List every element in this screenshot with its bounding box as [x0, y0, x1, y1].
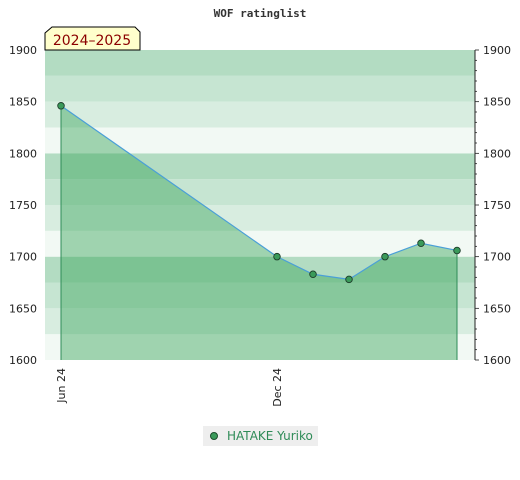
y-tick-label-left: 1600 [9, 354, 37, 367]
y-tick-label-right: 1650 [483, 302, 511, 315]
y-tick-label-right: 1800 [483, 147, 511, 160]
grid-band [45, 230, 475, 257]
legend-label: HATAKE Yuriko [227, 429, 313, 443]
y-tick-label-right: 1900 [483, 44, 511, 57]
x-axis: Jun 24 Dec 24 [55, 368, 284, 407]
y-axis-right: 1600 1650 1700 1750 1800 1850 1900 [474, 44, 511, 367]
x-tick-label: Dec 24 [271, 368, 284, 407]
y-tick-label-left: 1750 [9, 199, 37, 212]
data-point [381, 252, 389, 261]
period-badge: 2024–2025 [44, 26, 141, 51]
data-point [309, 270, 317, 278]
y-tick-label-left: 1850 [9, 96, 37, 109]
data-point [417, 239, 425, 247]
y-axis-left: 1600 1650 1700 1750 1800 1850 1900 [9, 44, 37, 367]
y-tick-label-left: 1700 [9, 251, 37, 264]
y-tick-label-left: 1900 [9, 44, 37, 57]
legend: HATAKE Yuriko [203, 426, 318, 446]
marker-layer [57, 102, 461, 284]
grid-band [45, 101, 475, 128]
grid-band [45, 205, 475, 231]
background-bands [45, 50, 475, 360]
period-badge-text: 2024–2025 [53, 33, 131, 49]
grid-band [45, 127, 475, 154]
series-area [61, 105, 457, 360]
grid-band [45, 334, 475, 360]
grid-band [45, 153, 475, 180]
grid-band [45, 50, 475, 76]
grid-band [45, 256, 475, 283]
chart-title: WOF ratinglist [214, 7, 307, 20]
y-tick-label-left: 1800 [9, 147, 37, 160]
grid-band [45, 282, 475, 309]
legend-marker [210, 432, 218, 440]
y-tick-label-right: 1850 [483, 96, 511, 109]
data-point [453, 246, 461, 255]
data-point [273, 252, 281, 261]
grid-band [45, 75, 475, 102]
grid-band [45, 179, 475, 205]
grid-band [45, 308, 475, 335]
y-tick-label-right: 1600 [483, 354, 511, 367]
y-tick-label-right: 1700 [483, 251, 511, 264]
data-point [345, 275, 353, 284]
y-tick-label-left: 1650 [9, 302, 37, 315]
x-tick-label: Jun 24 [55, 368, 68, 404]
y-tick-label-right: 1750 [483, 199, 511, 212]
data-point [57, 102, 65, 110]
